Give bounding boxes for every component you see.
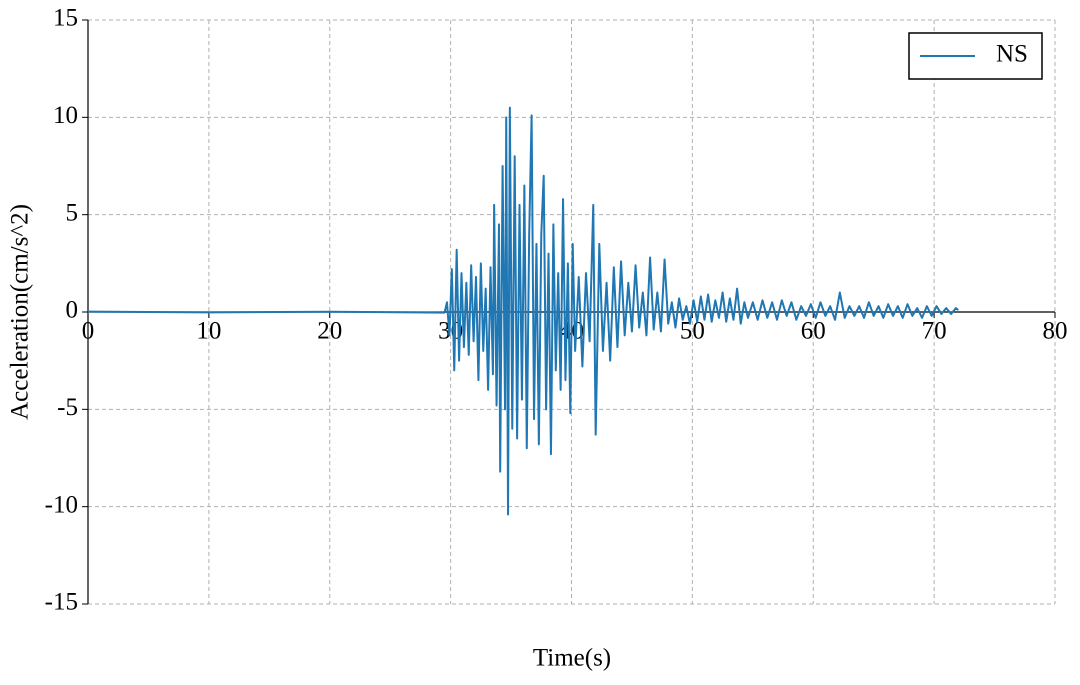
x-tick-label: 80 xyxy=(1043,318,1068,345)
x-axis-label: Time(s) xyxy=(533,645,611,672)
x-tick-label: 70 xyxy=(922,318,947,345)
x-tick-label: 10 xyxy=(196,318,221,345)
x-tick-label: 50 xyxy=(680,318,705,345)
x-tick-label: 20 xyxy=(317,318,342,345)
y-tick-label: 0 xyxy=(66,297,79,324)
y-tick-label: 5 xyxy=(66,199,79,226)
y-tick-label: -15 xyxy=(45,589,78,616)
y-tick-label: 10 xyxy=(53,102,78,129)
y-tick-label: -10 xyxy=(45,491,78,518)
x-tick-label: 60 xyxy=(801,318,826,345)
y-axis-label: Acceleration(cm/s^2) xyxy=(7,204,34,420)
y-tick-label: -5 xyxy=(57,394,78,421)
data-line xyxy=(87,106,959,516)
legend-label: NS xyxy=(996,41,1028,68)
y-tick-label: 15 xyxy=(53,5,78,32)
